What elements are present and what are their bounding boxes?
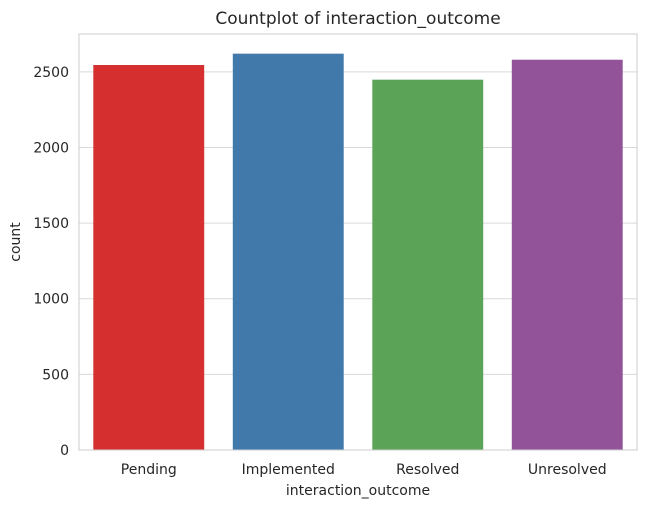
bar-pending <box>93 65 205 450</box>
x-tick-label-resolved: Resolved <box>396 462 459 478</box>
bar-implemented <box>232 53 344 450</box>
y-tick-labels: 0 500 1000 1500 2000 2500 <box>33 65 69 459</box>
bar-resolved <box>372 79 484 451</box>
y-tick-label: 1500 <box>33 216 69 232</box>
x-tick-labels: Pending Implemented Resolved Unresolved <box>121 462 607 478</box>
y-tick-label: 2500 <box>33 65 69 81</box>
x-tick-label-pending: Pending <box>121 462 177 478</box>
chart-title: Countplot of interaction_outcome <box>215 9 500 29</box>
x-tick-label-unresolved: Unresolved <box>528 462 607 478</box>
x-tick-label-implemented: Implemented <box>242 462 335 478</box>
bars-group <box>93 53 623 451</box>
plot-frame <box>78 33 638 451</box>
y-tick-label: 1000 <box>33 292 69 308</box>
y-tick-label: 2000 <box>33 140 69 156</box>
y-tick-label: 500 <box>42 367 69 383</box>
y-axis-label: count <box>8 222 24 262</box>
x-axis-label: interaction_outcome <box>286 483 430 499</box>
bar-unresolved <box>511 59 623 450</box>
y-tick-label: 0 <box>60 443 69 459</box>
